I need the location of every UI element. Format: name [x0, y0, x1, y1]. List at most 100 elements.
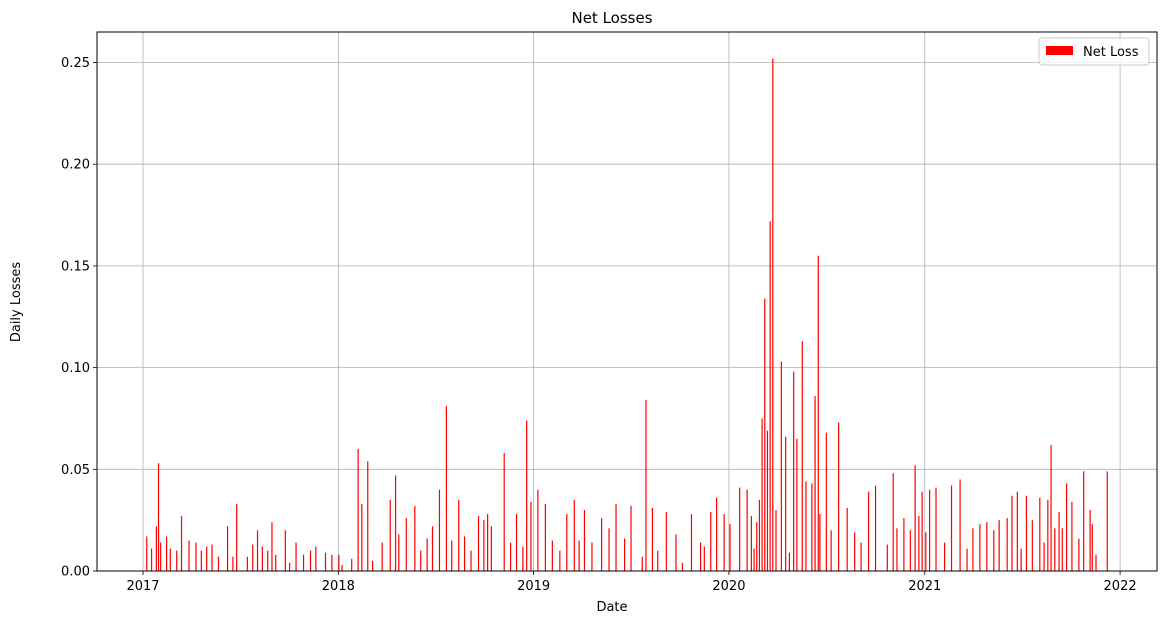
- bar: [169, 548, 171, 571]
- bar: [559, 550, 561, 571]
- bar: [892, 473, 894, 571]
- bar: [950, 485, 953, 571]
- bar: [1071, 501, 1073, 571]
- bar: [271, 522, 273, 571]
- bar: [515, 514, 518, 571]
- bar: [206, 546, 208, 571]
- bar: [801, 341, 803, 571]
- bar: [1031, 520, 1033, 571]
- bar: [309, 550, 312, 571]
- y-tick-label: 0.25: [61, 56, 90, 71]
- x-tick-label: 2021: [908, 579, 941, 594]
- bar: [630, 505, 632, 571]
- bar: [1054, 528, 1056, 571]
- bar: [315, 546, 317, 571]
- bar: [537, 489, 539, 571]
- bar: [608, 528, 610, 571]
- bar: [739, 487, 741, 571]
- bar: [966, 548, 968, 571]
- bar: [772, 58, 774, 571]
- bar: [381, 542, 383, 571]
- bar: [830, 530, 832, 571]
- bar: [1016, 491, 1018, 571]
- bar: [1106, 471, 1108, 571]
- bar: [431, 526, 434, 571]
- bar-series-net-loss: [146, 58, 1108, 572]
- bar: [1020, 548, 1022, 571]
- bar: [458, 499, 460, 571]
- bar: [600, 518, 603, 571]
- bar: [487, 514, 489, 571]
- bar: [998, 520, 1000, 571]
- bar: [464, 536, 466, 571]
- bar: [838, 422, 840, 571]
- bar: [426, 538, 428, 571]
- bar: [146, 536, 148, 571]
- bar: [324, 552, 327, 571]
- bar: [420, 550, 422, 571]
- bar: [860, 542, 862, 571]
- bar: [793, 371, 795, 571]
- y-tick-label: 0.20: [61, 158, 90, 173]
- bar: [615, 503, 617, 571]
- bar: [972, 528, 974, 571]
- y-tick-label: 0.15: [61, 259, 90, 274]
- x-tick-label: 2019: [517, 579, 550, 594]
- bar: [819, 514, 821, 571]
- bar: [1047, 499, 1049, 571]
- bar: [1078, 538, 1080, 571]
- bar: [490, 526, 492, 571]
- bar: [302, 554, 305, 571]
- bar: [710, 512, 712, 571]
- bar: [785, 436, 787, 571]
- bar: [641, 556, 643, 571]
- bar: [753, 548, 755, 571]
- bar: [854, 532, 856, 571]
- bar: [477, 516, 480, 571]
- bar: [750, 516, 753, 571]
- bar: [943, 542, 946, 571]
- bar: [805, 481, 807, 571]
- bar: [1011, 495, 1013, 571]
- x-tick-label: 2018: [322, 579, 355, 594]
- bar: [226, 526, 229, 571]
- bar: [451, 540, 453, 571]
- bar: [623, 538, 626, 571]
- bar: [389, 499, 391, 571]
- y-tick-label: 0.05: [61, 463, 90, 478]
- bar: [573, 499, 575, 571]
- bar: [367, 461, 369, 571]
- bar: [357, 448, 359, 571]
- bar: [371, 560, 374, 571]
- bar: [780, 361, 782, 571]
- bar: [526, 420, 528, 571]
- x-tick-label: 2020: [712, 579, 745, 594]
- bar: [935, 487, 937, 571]
- bar: [1089, 509, 1091, 571]
- bar: [993, 530, 995, 571]
- bar: [817, 255, 819, 572]
- bar: [959, 479, 961, 571]
- bar: [761, 418, 763, 571]
- bar: [246, 556, 248, 571]
- legend-label: Net Loss: [1083, 45, 1139, 60]
- bar: [284, 530, 286, 571]
- bar: [874, 485, 877, 571]
- bar: [690, 514, 693, 571]
- bar: [261, 546, 263, 571]
- bar: [657, 550, 659, 571]
- bar: [405, 518, 407, 571]
- bar: [195, 542, 197, 571]
- bar: [1050, 444, 1052, 571]
- bar: [675, 534, 677, 571]
- bar: [1039, 497, 1041, 571]
- bar: [796, 438, 798, 571]
- bar: [769, 221, 771, 571]
- bar: [522, 546, 524, 571]
- bar: [578, 540, 580, 571]
- bar: [811, 483, 813, 571]
- legend: Net Loss: [1038, 37, 1150, 66]
- bar: [157, 463, 160, 571]
- bar: [665, 512, 667, 571]
